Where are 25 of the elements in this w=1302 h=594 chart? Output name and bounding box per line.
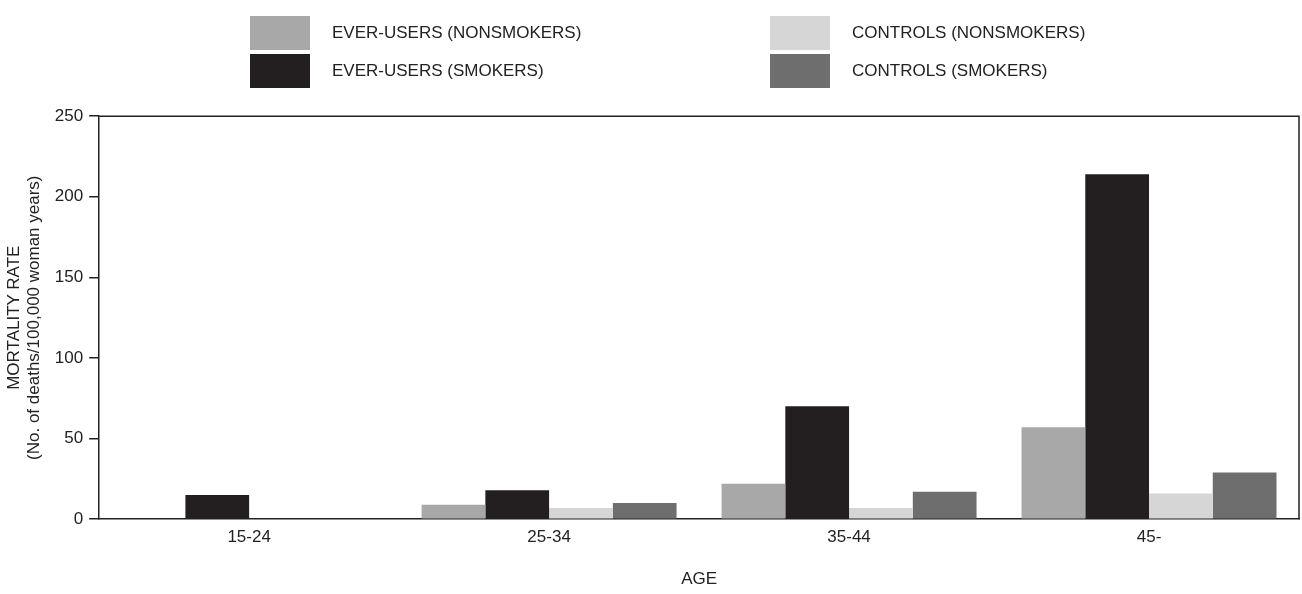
y-tick-label: 0 <box>73 508 84 528</box>
bar <box>912 491 977 519</box>
bar <box>721 483 786 519</box>
legend-label: EVER-USERS (NONSMOKERS) <box>332 23 582 43</box>
x-tick-label: 15-24 <box>227 527 271 547</box>
x-tick-label: 45- <box>1136 527 1162 547</box>
legend-label: CONTROLS (SMOKERS) <box>852 61 1048 81</box>
x-axis-title: AGE <box>681 569 718 589</box>
legend-label: EVER-USERS (SMOKERS) <box>332 61 544 81</box>
bar <box>612 503 677 519</box>
y-tick-label: 50 <box>64 428 84 448</box>
bar <box>421 504 486 519</box>
legend-label: CONTROLS (NONSMOKERS) <box>852 23 1086 43</box>
bar <box>849 507 913 519</box>
bar <box>1212 472 1277 519</box>
y-tick-label: 200 <box>54 186 84 206</box>
y-tick-label: 250 <box>54 105 84 125</box>
x-tick-label: 35-44 <box>827 527 871 547</box>
x-tick-label: 25-34 <box>527 527 571 547</box>
y-tick-label: 150 <box>54 267 84 287</box>
y-axis-title: MORTALITY RATE (No. of deaths/100,000 woman years) <box>3 175 44 460</box>
bar <box>1021 427 1086 519</box>
bar <box>1149 493 1213 519</box>
bar <box>549 507 613 519</box>
y-tick-label: 100 <box>54 347 84 367</box>
